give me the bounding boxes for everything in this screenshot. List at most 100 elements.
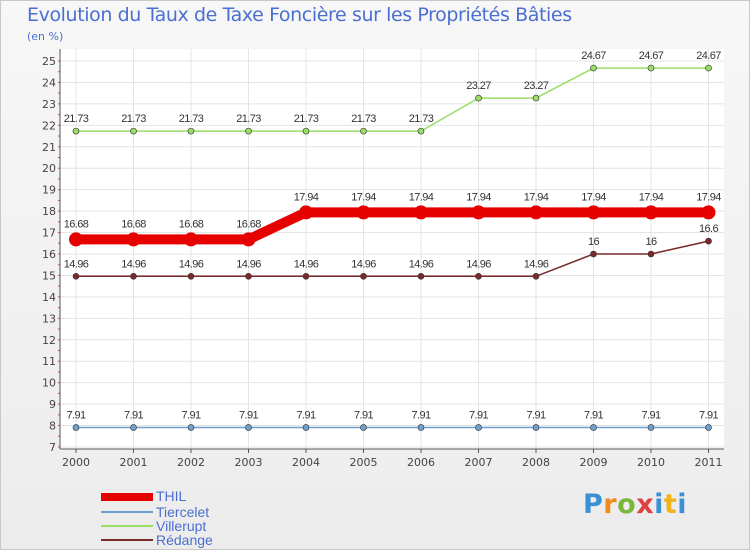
data-label-thil: 17.94 [351,191,376,203]
data-label-tiercelet: 7.91 [584,409,603,421]
data-label-thil: 16.68 [121,218,146,230]
data-point-redange [705,237,712,245]
data-point-redange [302,273,310,280]
x-tick-label: 2001 [120,456,148,469]
data-label-villerupt: 21.73 [351,113,376,125]
y-tick-label: 21 [42,141,56,154]
data-label-thil: 17.94 [639,191,664,203]
data-label-villerupt: 23.27 [466,80,491,92]
data-point-villerupt [417,127,425,135]
legend-label-tiercelet: Tiercelet [156,504,210,520]
data-point-tiercelet [72,424,80,431]
logo-letter: r [603,489,618,520]
data-label-villerupt: 21.73 [121,113,146,125]
data-label-thil: 16.68 [64,218,89,230]
data-label-thil: 17.94 [409,191,434,203]
data-label-villerupt: 21.73 [294,113,319,125]
data-point-thil [529,205,543,220]
series-line-villerupt [76,67,709,132]
logo-letter: o [617,489,637,520]
y-tick-label: 24 [42,76,56,89]
data-point-thil [701,205,716,220]
y-tick-label: 14 [42,291,56,304]
legend-swatch-villerupt [101,525,153,527]
data-point-redange [360,273,367,280]
data-point-thil [126,232,141,247]
data-label-redange: 14.96 [121,258,146,270]
data-point-thil [299,205,313,220]
data-label-redange: 14.96 [524,258,549,270]
data-label-villerupt: 24.67 [696,50,721,62]
data-point-tiercelet [590,424,597,431]
x-tick-label: 2002 [177,456,205,469]
data-label-thil: 16.68 [179,218,204,230]
unit-label: (en %) [27,30,64,43]
data-point-villerupt [187,127,195,135]
data-point-redange [417,273,425,280]
data-point-thil [586,205,601,220]
legend-swatch-tiercelet [101,511,153,513]
x-tick-label: 2009 [580,456,608,469]
data-point-tiercelet [705,424,712,431]
y-tick-label: 20 [42,162,56,175]
data-label-tiercelet: 7.91 [469,409,488,421]
data-point-redange [475,273,482,280]
data-point-villerupt [72,127,80,135]
y-tick-label: 22 [42,119,56,132]
data-label-redange: 14.96 [179,258,204,270]
data-label-thil: 17.94 [696,191,721,203]
data-label-thil: 16.68 [236,218,261,230]
data-label-tiercelet: 7.91 [699,409,718,421]
data-point-redange [647,250,655,258]
legend-label-villerupt: Villerupt [156,518,207,534]
data-point-tiercelet [475,424,482,431]
x-tick-label: 2010 [637,456,665,469]
chart-title: Evolution du Taux de Taxe Foncière sur l… [27,4,572,26]
legend-label-thil: THIL [156,488,187,504]
y-tick-label: 19 [42,184,56,197]
legend-swatch-redange [101,539,153,541]
data-point-redange [590,250,597,258]
series-line-redange [76,240,709,278]
data-label-villerupt: 21.73 [179,113,204,125]
data-point-villerupt [705,64,712,72]
x-tick-label: 2003 [235,456,263,469]
y-tick-label: 17 [42,227,56,240]
data-point-thil [414,205,428,220]
y-tick-label: 12 [42,334,56,347]
plot-area [60,49,724,449]
y-tick-label: 23 [42,98,56,111]
y-tick-label: 13 [42,312,56,325]
y-tick-label: 9 [49,398,56,411]
data-point-tiercelet [532,424,540,431]
data-label-villerupt: 21.73 [236,113,261,125]
data-label-redange: 14.96 [351,258,376,270]
logo-letter: i [677,489,688,520]
x-tick-label: 2007 [465,456,493,469]
data-point-redange [245,273,252,280]
data-point-tiercelet [360,424,367,431]
data-point-thil [356,205,371,220]
data-point-thil [69,232,83,247]
data-label-redange: 16 [645,236,657,248]
logo-letter: t [663,489,678,520]
x-tick-label: 2008 [522,456,550,469]
data-label-thil: 17.94 [581,191,606,203]
series-line-thil [76,207,709,245]
logo-letter: P [583,489,604,520]
data-point-tiercelet [302,424,310,431]
data-label-villerupt: 21.73 [409,113,434,125]
x-tick-label: 2005 [350,456,378,469]
data-label-tiercelet: 7.91 [124,409,143,421]
y-tick-label: 25 [42,55,56,68]
y-tick-label: 15 [42,269,56,282]
data-label-redange: 14.96 [294,258,319,270]
data-point-tiercelet [130,424,137,431]
data-point-villerupt [360,127,367,135]
logo-letter: x [636,489,655,520]
data-point-tiercelet [245,424,252,431]
data-point-thil [241,232,256,247]
y-tick-label: 8 [49,420,56,433]
data-label-redange: 14.96 [236,258,261,270]
x-tick-label: 2006 [407,456,435,469]
